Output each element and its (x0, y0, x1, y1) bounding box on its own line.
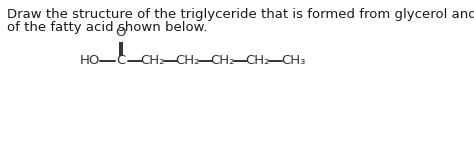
Text: Draw the structure of the triglyceride that is formed from glycerol and three mo: Draw the structure of the triglyceride t… (7, 8, 474, 21)
Text: CH₂: CH₂ (176, 54, 200, 68)
Text: O: O (116, 26, 126, 39)
Text: CH₂: CH₂ (246, 54, 270, 68)
Text: C: C (117, 54, 126, 68)
Text: of the fatty acid shown below.: of the fatty acid shown below. (7, 21, 207, 34)
Text: HO: HO (80, 54, 100, 68)
Text: CH₃: CH₃ (281, 54, 305, 68)
Text: CH₂: CH₂ (141, 54, 165, 68)
Text: CH₂: CH₂ (211, 54, 235, 68)
